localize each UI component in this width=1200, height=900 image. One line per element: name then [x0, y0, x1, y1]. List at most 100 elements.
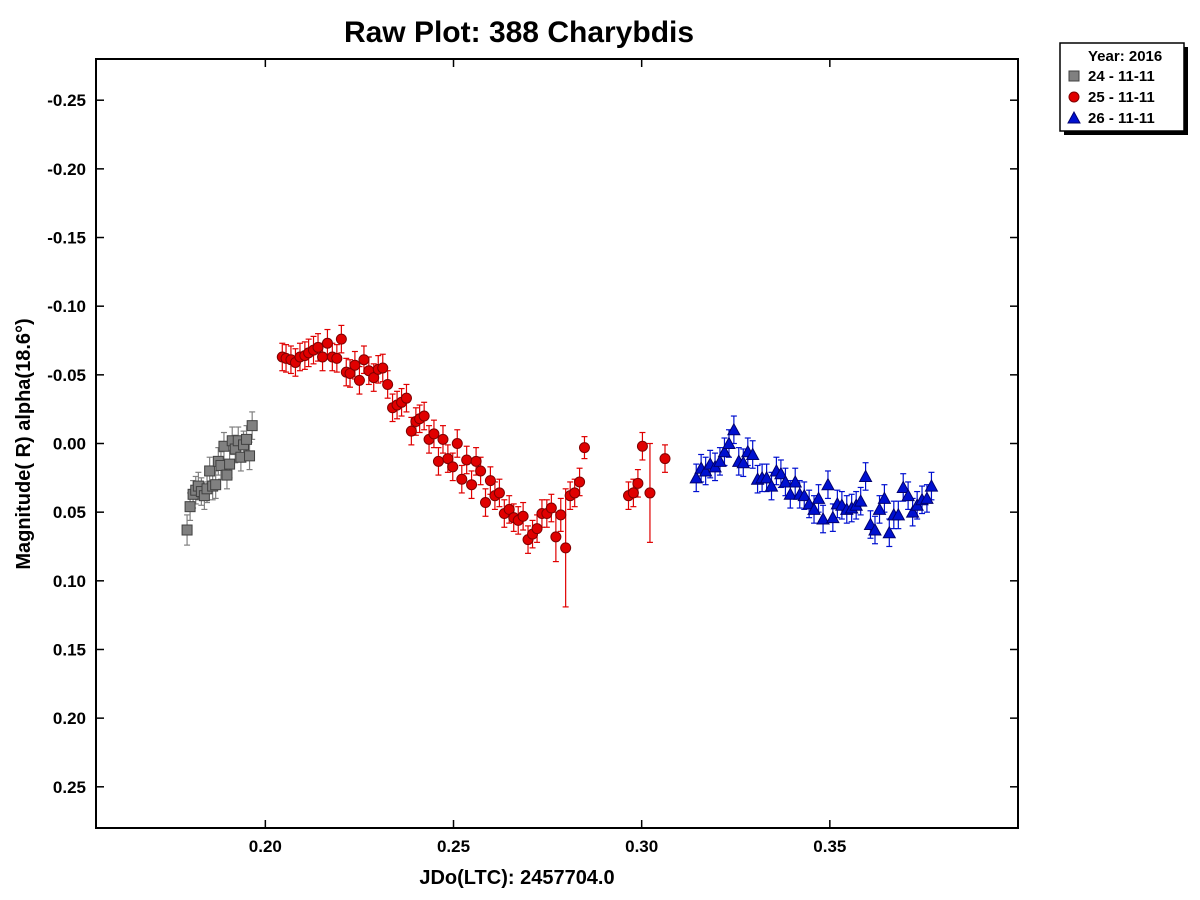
data-point: [517, 510, 529, 522]
data-point: [774, 466, 788, 480]
data-point: [181, 524, 193, 536]
data-point: [479, 497, 491, 509]
data-point: [797, 488, 812, 502]
data-point: [811, 491, 826, 504]
data-point: [891, 507, 906, 521]
data-point: [644, 487, 656, 499]
data-point: [461, 454, 473, 466]
data-point: [858, 469, 873, 482]
y-tick-label: -0.20: [47, 160, 86, 179]
data-point: [872, 502, 887, 515]
data-point: [868, 522, 882, 536]
y-tick-label: 0.20: [53, 709, 86, 728]
y-axis: -0.25 -0.20 -0.15 -0.10 -0.05 0.00 0.05 0.10 0.1…: [47, 91, 1018, 797]
data-point: [713, 454, 727, 467]
legend-label: 25 - 11-11: [1088, 89, 1155, 106]
y-tick-label: 0.10: [53, 572, 86, 591]
data-point: [783, 487, 798, 500]
y-tick-label: -0.15: [47, 229, 86, 248]
y-tick-label: 0.15: [53, 640, 86, 659]
data-point: [578, 442, 590, 454]
x-tick-label: 0.20: [249, 837, 282, 856]
data-point: [689, 470, 704, 484]
data-point: [826, 510, 840, 524]
y-tick-label: 0.25: [53, 778, 86, 797]
data-point: [312, 341, 324, 353]
y-tick-label: 0.05: [53, 503, 86, 522]
data-point: [377, 362, 389, 374]
data-point: [466, 479, 478, 491]
data-point: [405, 425, 417, 437]
data-point: [574, 476, 586, 488]
data-point: [659, 453, 671, 465]
x-axis-title: JDo(LTC): 2457704.0: [419, 867, 614, 889]
data-point: [555, 509, 567, 521]
data-point: [636, 440, 648, 452]
data-point: [882, 525, 897, 539]
legend-label: 26 - 11-11: [1088, 110, 1155, 127]
data-point: [244, 450, 256, 462]
legend-label: 24 - 11-11: [1088, 68, 1155, 85]
data-point: [470, 455, 482, 467]
data-point: [241, 433, 253, 445]
x-tick-label: 0.30: [625, 837, 658, 856]
data-point: [560, 542, 572, 554]
data-point: [368, 372, 380, 384]
data-point: [353, 374, 365, 386]
data-point: [331, 352, 343, 364]
legend-marker: [1067, 110, 1081, 124]
data-points-layer: [181, 333, 939, 554]
data-point: [736, 455, 751, 469]
data-point: [778, 474, 793, 488]
data-point: [349, 359, 361, 371]
data-point: [437, 433, 449, 445]
data-point: [717, 444, 732, 458]
data-point: [722, 436, 736, 449]
data-point: [807, 502, 821, 515]
data-point: [569, 487, 581, 499]
x-axis: 0.20 0.25 0.30 0.35: [249, 59, 846, 856]
data-point: [335, 333, 347, 345]
legend-marker: [1068, 70, 1080, 82]
data-point: [531, 523, 543, 535]
data-point: [204, 465, 216, 477]
data-point: [759, 470, 774, 484]
y-tick-label: 0.00: [53, 435, 86, 454]
data-point: [221, 469, 233, 481]
data-point: [877, 491, 892, 504]
data-point: [184, 501, 196, 513]
data-point: [853, 494, 868, 507]
data-point: [224, 458, 236, 470]
data-point: [442, 453, 454, 465]
data-point: [418, 410, 430, 422]
data-point: [451, 438, 463, 449]
chart-title: Raw Plot: 388 Charybdis: [344, 16, 694, 49]
data-point: [901, 488, 915, 502]
y-tick-label: -0.05: [47, 366, 86, 385]
data-point: [456, 473, 468, 485]
data-point: [447, 461, 459, 473]
y-tick-label: -0.25: [47, 91, 86, 110]
data-point: [400, 392, 412, 404]
data-point: [210, 479, 222, 491]
data-point: [317, 351, 329, 363]
data-point: [503, 503, 515, 515]
data-point: [816, 511, 830, 525]
data-point: [788, 474, 803, 488]
x-tick-label: 0.25: [437, 837, 470, 856]
legend-items: 24 - 11-11 25 - 11-11 26 - 11-11: [1067, 68, 1155, 127]
data-point: [382, 378, 394, 390]
legend: Year: 2016 24 - 11-11 25 - 11-11 26 - 11-1…: [1059, 42, 1188, 135]
legend-marker: [1068, 91, 1080, 103]
data-point: [627, 487, 639, 499]
data-point: [246, 420, 258, 432]
data-point: [550, 531, 562, 543]
data-point: [698, 463, 713, 477]
data-point: [745, 447, 760, 460]
data-point: [896, 480, 911, 493]
y-tick-label: -0.10: [47, 297, 86, 316]
data-point: [764, 479, 779, 492]
data-point: [321, 337, 333, 349]
data-point: [344, 367, 356, 379]
data-point: [484, 475, 496, 487]
